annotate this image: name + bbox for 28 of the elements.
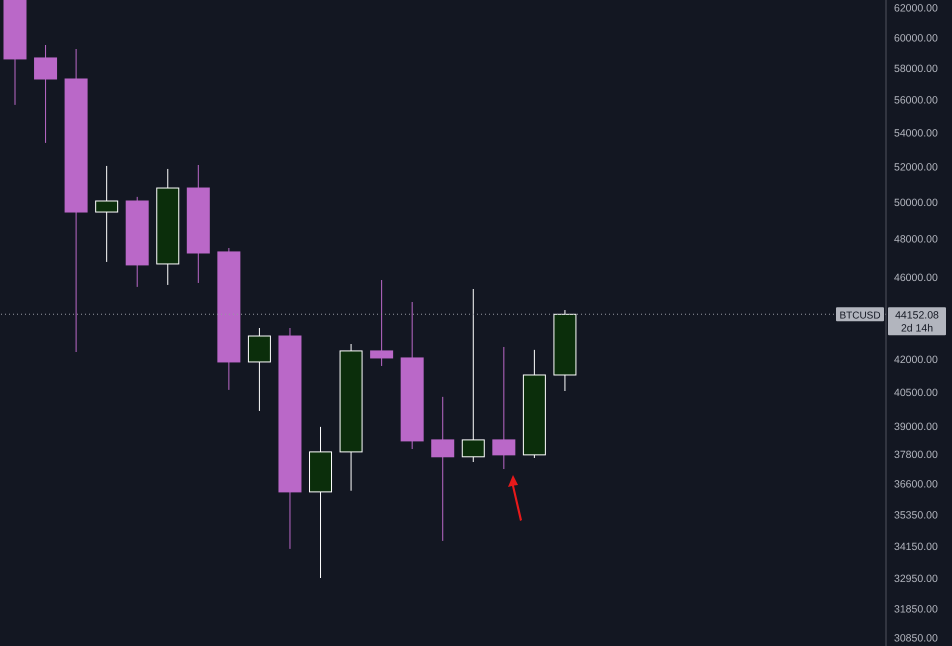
candlestick: [95, 165, 118, 262]
y-tick-label: 60000.00: [894, 32, 938, 44]
y-tick-label: 62000.00: [894, 2, 938, 15]
y-tick-label: 31850.00: [894, 604, 938, 616]
y-tick-label: 50000.00: [894, 196, 938, 209]
candlestick: [462, 288, 485, 462]
y-tick-label: 58000.00: [894, 62, 938, 75]
text: 44152.08: [895, 309, 940, 322]
y-tick-label: 48000.00: [894, 234, 938, 246]
candlestick: [431, 396, 454, 542]
y-tick-label: 32950.00: [894, 573, 938, 586]
text: 2d 14h: [900, 322, 934, 334]
ref-line-label: BTCUSD: [839, 310, 881, 322]
candlestick: [370, 280, 394, 366]
candlestick: [34, 44, 58, 144]
y-tick-label: 56000.00: [894, 94, 938, 107]
y-tick-label: 46000.00: [894, 272, 938, 284]
candlestick: [492, 346, 516, 470]
y-tick-label: 52000.00: [894, 161, 938, 174]
y-tick-label: 36600.00: [894, 478, 938, 490]
y-tick-label: 30850.00: [894, 632, 938, 644]
y-tick-label: 37800.00: [894, 449, 938, 462]
y-tick-label: 35350.00: [894, 510, 938, 522]
y-tick-label: 54000.00: [894, 127, 938, 140]
y-tick-label: 40500.00: [894, 386, 938, 399]
y-tick-label: 34150.00: [894, 540, 938, 553]
y-tick-label: 42000.00: [894, 354, 938, 366]
y-tick-label: 39000.00: [894, 420, 938, 433]
